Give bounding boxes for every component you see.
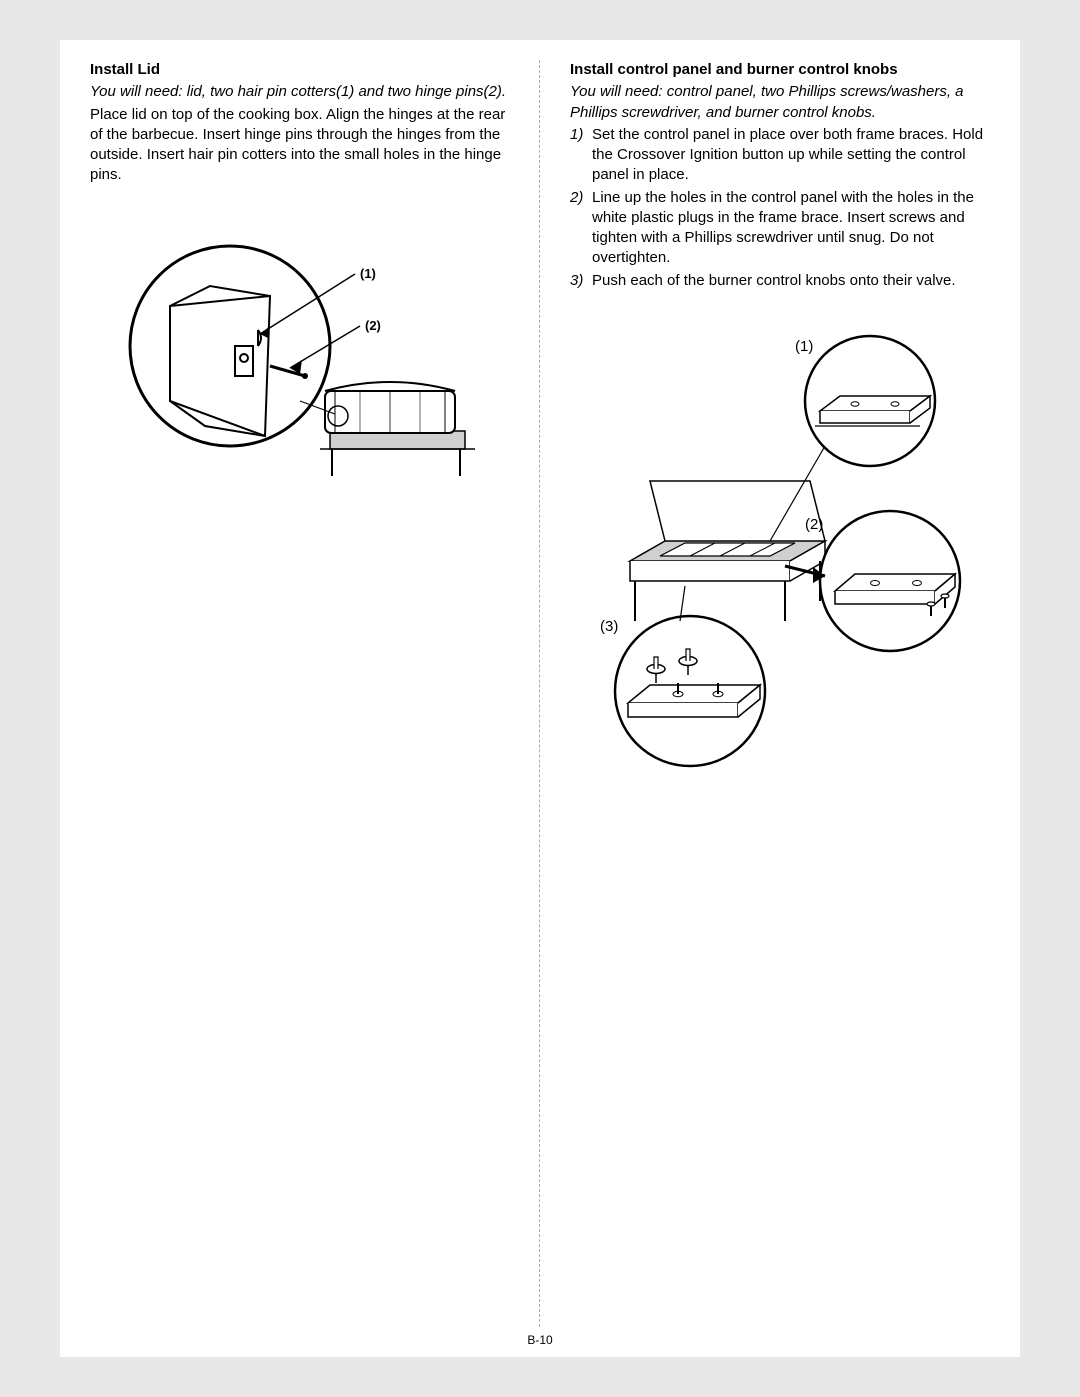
manual-page: Install Lid You will need: lid, two hair…: [60, 40, 1020, 1357]
two-column-layout: Install Lid You will need: lid, two hair…: [90, 60, 990, 1327]
label-step2: (2): [805, 516, 823, 533]
label-step3: (3): [600, 618, 618, 635]
step-1: 1) Set the control panel in place over b…: [570, 125, 990, 186]
page-number: B-10: [60, 1333, 1020, 1347]
step-text: Set the control panel in place over both…: [592, 125, 990, 186]
right-column: Install control panel and burner control…: [570, 60, 990, 1327]
right-figure: (1): [570, 331, 990, 771]
column-divider: [539, 60, 540, 1327]
left-column: Install Lid You will need: lid, two hair…: [90, 60, 509, 1327]
left-heading: Install Lid: [90, 60, 509, 80]
right-heading: Install control panel and burner control…: [570, 60, 990, 80]
label-step1: (1): [795, 338, 813, 355]
left-body: Place lid on top of the cooking box. Ali…: [90, 105, 509, 186]
left-figure: (1) (2): [90, 226, 509, 486]
step-text: Line up the holes in the control panel w…: [592, 188, 990, 269]
step-num: 2): [570, 188, 592, 269]
step-text: Push each of the burner control knobs on…: [592, 271, 990, 291]
left-need: You will need: lid, two hair pin cotters…: [90, 82, 509, 102]
step-3: 3) Push each of the burner control knobs…: [570, 271, 990, 291]
right-need: You will need: control panel, two Philli…: [570, 82, 990, 123]
control-panel-illustration: (1): [570, 331, 990, 771]
step-num: 1): [570, 125, 592, 186]
install-lid-illustration: (1) (2): [110, 226, 490, 486]
right-steps: 1) Set the control panel in place over b…: [570, 125, 990, 291]
label-2: (2): [365, 318, 381, 333]
label-1: (1): [360, 266, 376, 281]
step-2: 2) Line up the holes in the control pane…: [570, 188, 990, 269]
step-num: 3): [570, 271, 592, 291]
